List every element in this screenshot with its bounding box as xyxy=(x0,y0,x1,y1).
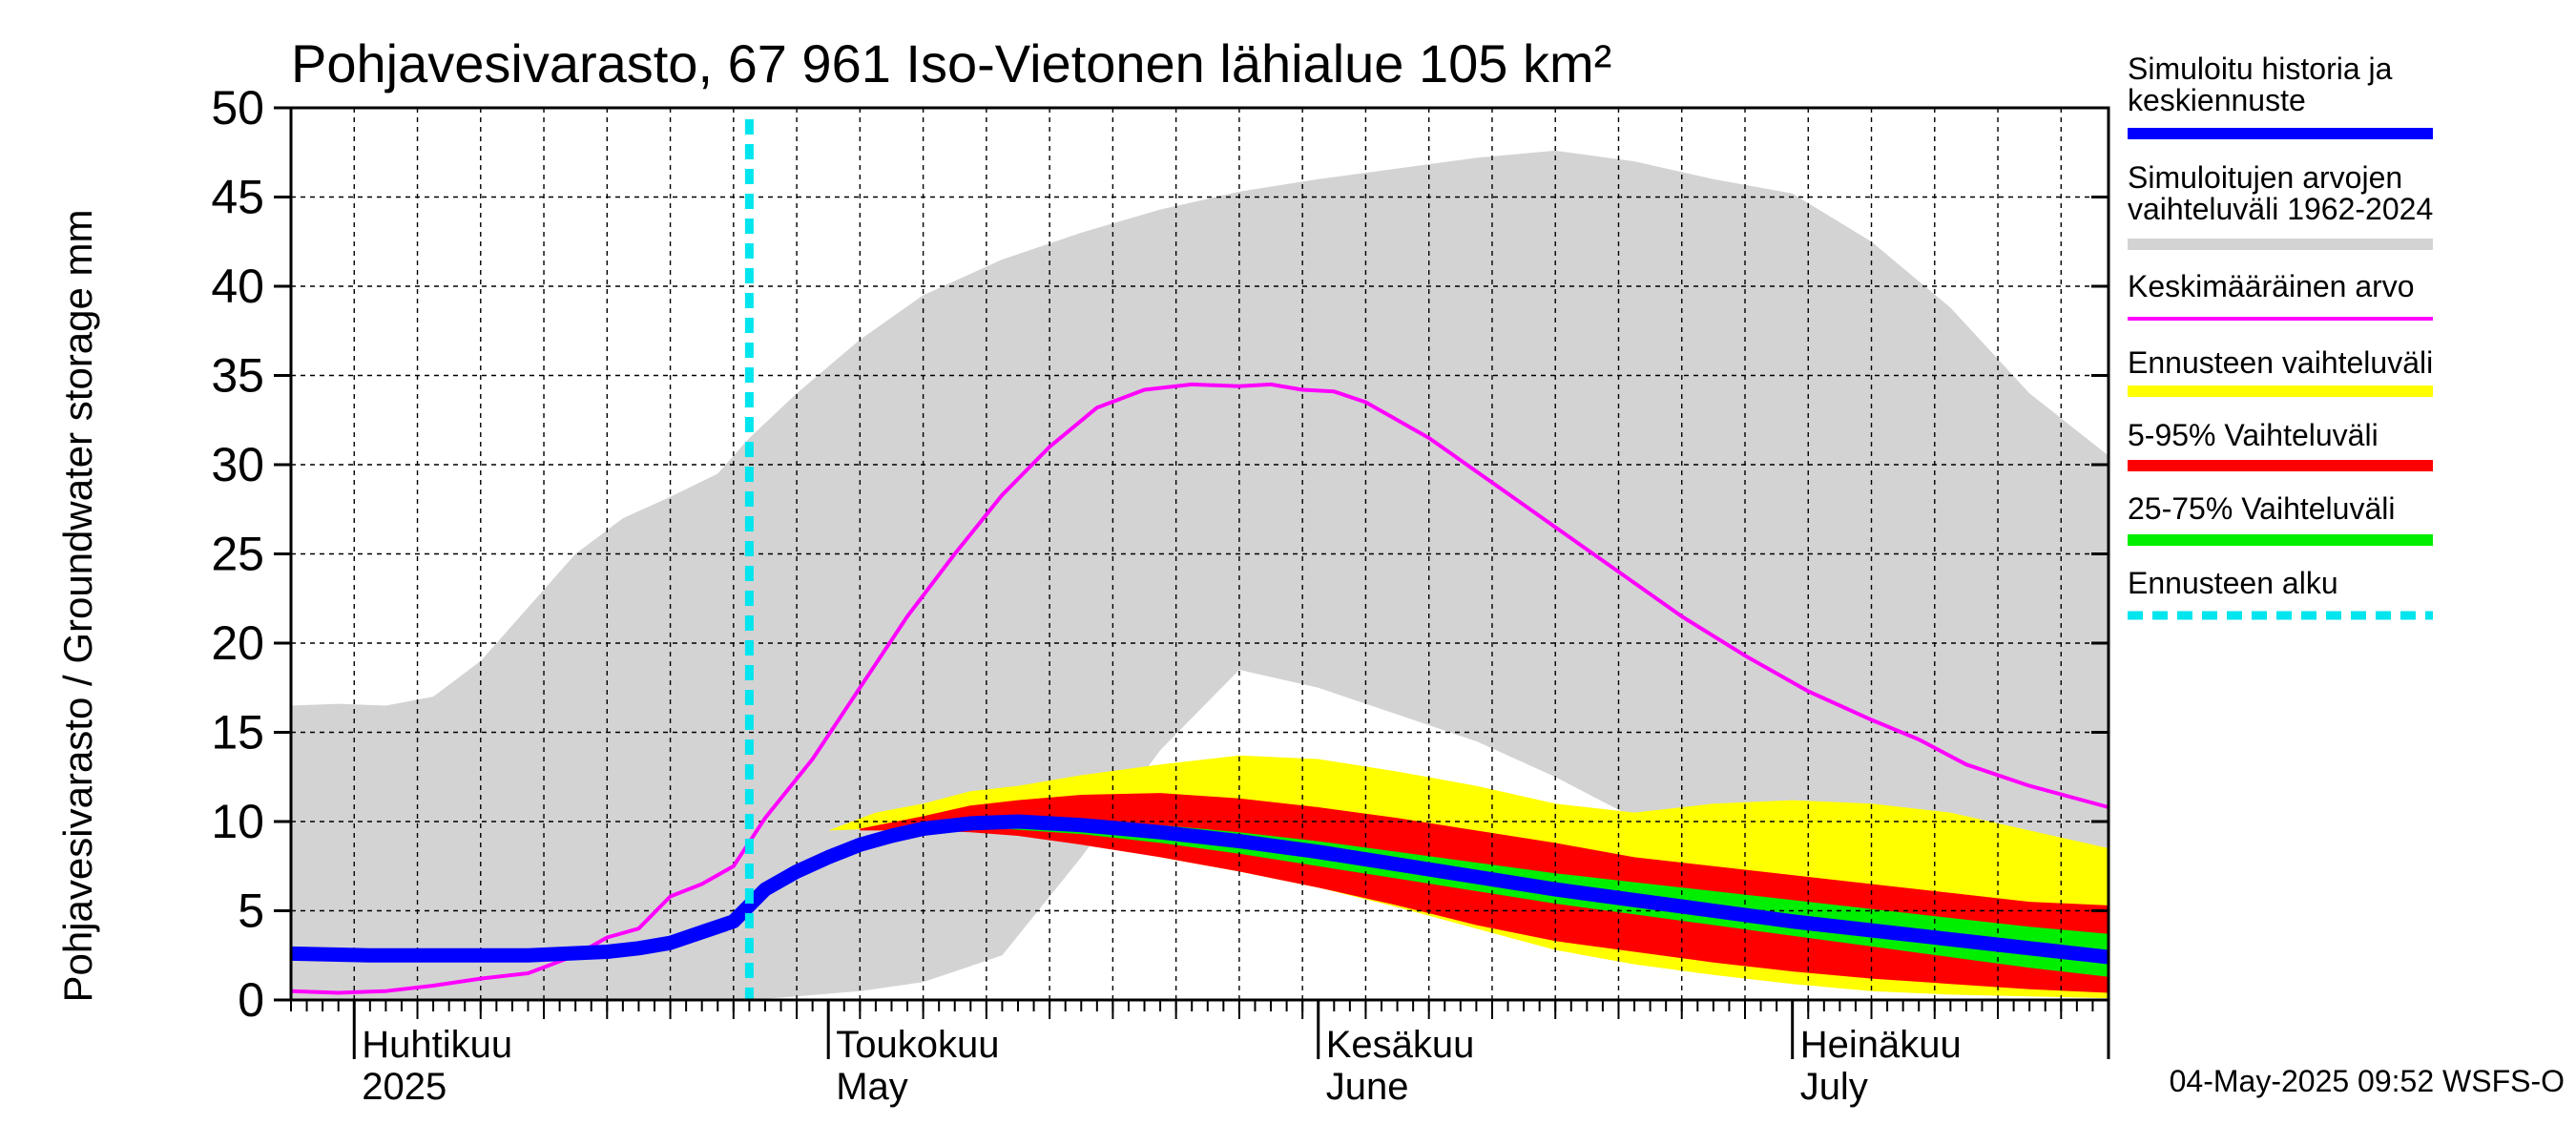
x-tick-label-secondary: July xyxy=(1800,1066,1868,1108)
y-tick-label: 15 xyxy=(211,706,264,760)
series-line-simuloitu-historia-ja-keskiennuste xyxy=(290,814,2109,965)
y-tick-label: 45 xyxy=(211,171,264,224)
band-25-75-vaihteluvali xyxy=(923,820,2109,977)
chart-title: Pohjavesivarasto, 67 961 Iso-Vietonen lä… xyxy=(291,33,1611,94)
x-tick-label: Toukokuu xyxy=(836,1024,999,1066)
y-tick-label: 35 xyxy=(211,349,264,403)
legend-label: Ennusteen vaihteluväli xyxy=(2128,345,2433,380)
legend-label-line2: vaihteluväli 1962-2024 xyxy=(2128,192,2433,226)
legend-label: 5-95% Vaihteluväli xyxy=(2128,418,2379,452)
line-layer xyxy=(290,119,2109,1000)
x-tick-label-secondary: 2025 xyxy=(362,1066,447,1108)
x-tick-label-secondary: June xyxy=(1326,1066,1409,1108)
axes-layer: 05101520253035404550Huhtikuu2025Toukokuu… xyxy=(211,81,2110,1108)
legend-label: 25-75% Vaihteluväli xyxy=(2128,491,2395,526)
y-tick-label: 25 xyxy=(211,528,264,581)
y-tick-label: 50 xyxy=(211,81,264,135)
y-tick-label: 0 xyxy=(238,973,264,1027)
y-tick-label: 40 xyxy=(211,260,264,313)
band-simuloitujen-arvojen-vaihteluvali-1962-2024 xyxy=(291,150,2109,1000)
y-tick-label: 30 xyxy=(211,438,264,491)
grid-layer xyxy=(291,108,2109,1000)
legend-label-line2: keskiennuste xyxy=(2128,83,2306,117)
legend-label: Simuloitu historia ja xyxy=(2128,52,2393,86)
legend-label: Simuloitujen arvojen xyxy=(2128,160,2402,195)
y-tick-label: 20 xyxy=(211,616,264,670)
x-tick-label-secondary: May xyxy=(836,1066,908,1108)
x-tick-label: Heinäkuu xyxy=(1800,1024,1962,1066)
y-axis-label: Pohjavesivarasto / Groundwater storage m… xyxy=(55,209,100,1002)
y-tick-label: 5 xyxy=(238,885,264,938)
legend-label: Ennusteen alku xyxy=(2128,566,2338,600)
x-tick-label: Kesäkuu xyxy=(1326,1024,1475,1066)
x-tick-label: Huhtikuu xyxy=(362,1024,512,1066)
y-tick-label: 10 xyxy=(211,795,264,848)
band-layer xyxy=(291,150,2109,1000)
timestamp-footer: 04-May-2025 09:52 WSFS-O xyxy=(2170,1064,2565,1098)
legend-label: Keskimääräinen arvo xyxy=(2128,269,2415,303)
